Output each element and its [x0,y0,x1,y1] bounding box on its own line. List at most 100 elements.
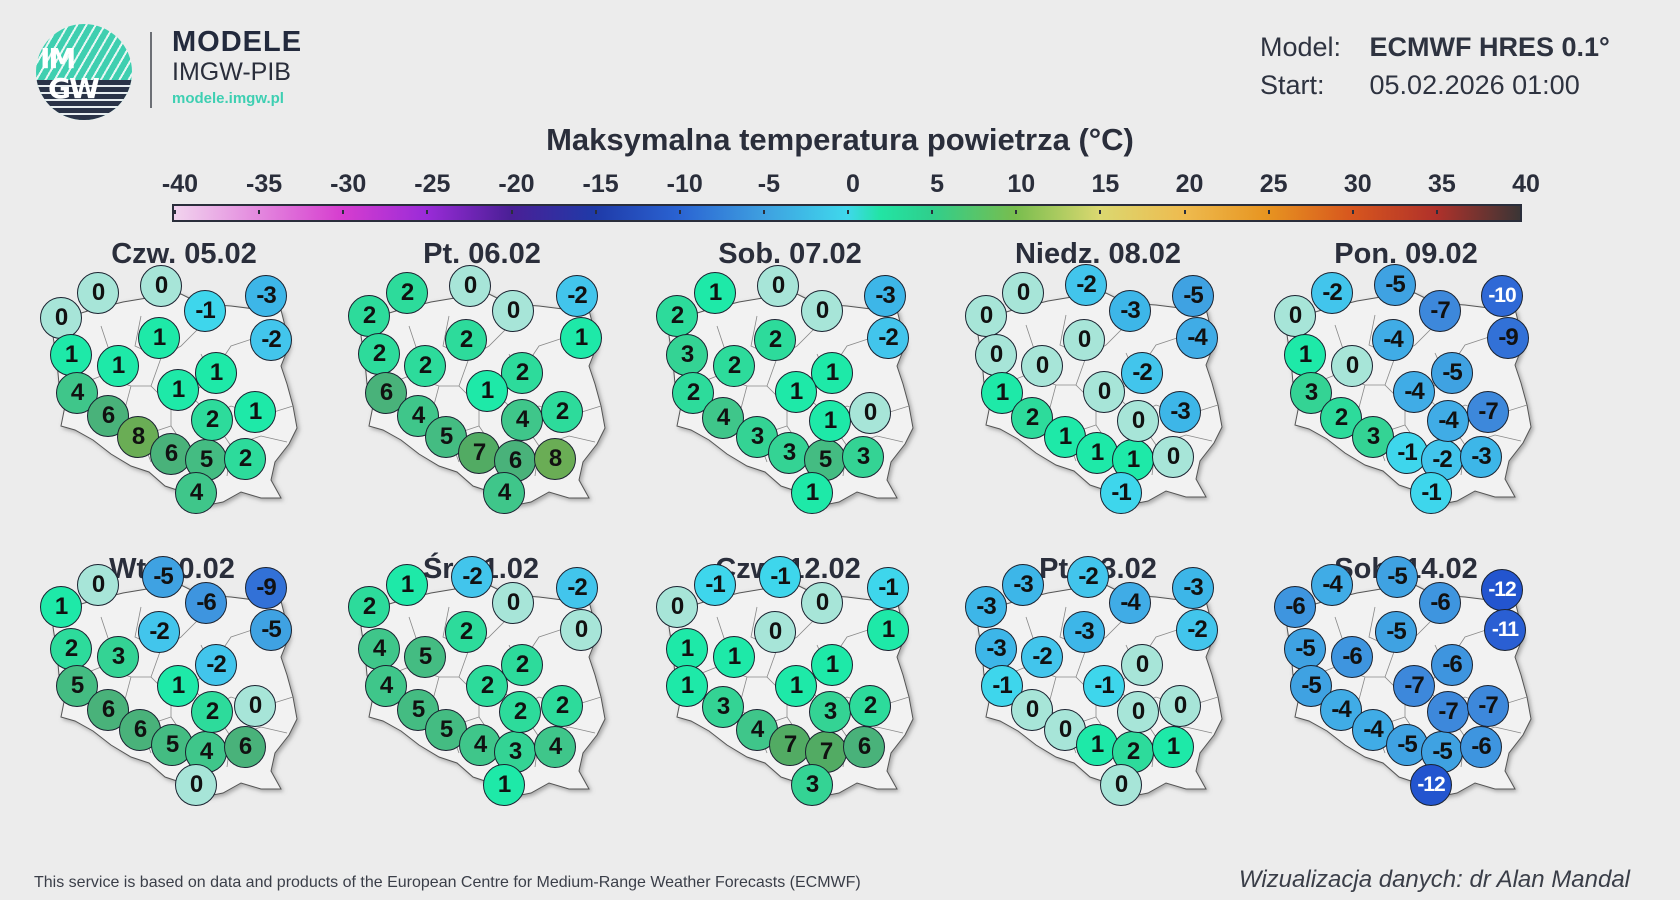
colorbar-tick-labels: -40 -35 -30 -25 -20 -15 -10 -5 0 5 10 15 20 25 30 35 40 [162,170,1540,200]
temperature-marker: -6 [185,582,227,624]
temperature-marker: -5 [1375,611,1417,653]
day-title: Czw. 05.02 [111,238,257,270]
brand-title: MODELE [172,26,303,58]
colorbar-tick-mark [1099,210,1102,214]
temperature-marker: 1 [811,352,853,394]
temperature-marker: 1 [1076,724,1118,766]
temperature-marker: -6 [1460,726,1502,768]
temperature-marker: -9 [1487,317,1529,359]
temperature-marker: -7 [1393,665,1435,707]
temperature-marker: 0 [1083,371,1125,413]
colorbar-tick-mark [1520,210,1522,214]
temperature-marker: 3 [666,334,708,376]
colorbar-tick: -10 [666,170,703,198]
temperature-marker: 0 [754,611,796,653]
temperature-marker: 0 [757,265,799,307]
colorbar-tick: 30 [1343,170,1372,198]
temperature-marker: -3 [1063,611,1105,653]
colorbar-tick-mark [931,210,934,214]
temperature-marker: -2 [1176,609,1218,651]
temperature-marker: -4 [1427,400,1469,442]
temperature-marker: 1 [811,644,853,686]
temperature-marker: 0 [175,764,217,806]
temperature-marker: 0 [1100,764,1142,806]
temperature-marker: -2 [138,611,180,653]
colorbar-tick: 10 [1007,170,1036,198]
temperature-marker: -3 [1002,564,1044,606]
colorbar-tick: 5 [930,170,945,198]
temperature-marker: 1 [791,472,833,514]
temperature-marker: 0 [1117,400,1159,442]
temperature-marker: 1 [666,628,708,670]
temperature-marker: 1 [386,564,428,606]
temperature-marker: -6 [1274,586,1316,628]
logo-text-top: IM [40,42,76,75]
temperature-marker: -2 [195,644,237,686]
temperature-marker: 2 [386,272,428,314]
temperature-marker: 4 [56,372,98,414]
temperature-marker: 6 [843,726,885,768]
temperature-marker: 3 [768,432,810,474]
colorbar-tick-mark [1435,210,1438,214]
temperature-marker: -4 [1176,317,1218,359]
temperature-marker: -2 [867,317,909,359]
start-info: Start: 05.02.2026 01:00 [1260,70,1580,101]
temperature-marker: -7 [1467,685,1509,727]
temperature-marker: 4 [501,399,543,441]
temperature-marker: -1 [694,564,736,606]
colorbar-tick: 20 [1175,170,1204,198]
temperature-marker: -5 [142,556,184,598]
temperature-marker: -11 [1484,609,1526,651]
temperature-marker: 2 [541,685,583,727]
visualization-credit: Wizualizacja danych: dr Alan Mandal [1238,866,1630,893]
temperature-marker: 2 [501,352,543,394]
temperature-marker: 2 [445,611,487,653]
temperature-colorbar [172,204,1522,222]
temperature-marker: 0 [40,297,82,339]
colorbar-tick: -5 [757,170,780,198]
temperature-marker: -1 [1100,472,1142,514]
colorbar-tick-mark [1267,210,1270,214]
temperature-marker: 1 [157,665,199,707]
temperature-marker: 2 [499,691,541,733]
temperature-marker: 7 [458,432,500,474]
temperature-marker: 2 [501,644,543,686]
temperature-marker: 0 [1331,345,1373,387]
temperature-marker: -1 [759,556,801,598]
logo-stripes [36,80,132,120]
temperature-marker: 0 [560,609,602,651]
temperature-marker: 2 [224,438,266,480]
temperature-marker: 6 [119,709,161,751]
temperature-marker: 2 [358,333,400,375]
temperature-marker: -3 [1109,290,1151,332]
colorbar-tick: -20 [498,170,535,198]
temperature-marker: -5 [1290,665,1332,707]
temperature-marker: 7 [769,724,811,766]
temperature-marker: 1 [234,391,276,433]
colorbar-tick-mark [678,210,681,214]
temperature-marker: -1 [867,567,909,609]
temperature-marker: -4 [1393,371,1435,413]
day-title: Pon. 09.02 [1334,238,1478,270]
temperature-marker: 0 [1117,691,1159,733]
temperature-marker: 1 [97,345,139,387]
temperature-marker: -3 [1172,567,1214,609]
temperature-marker: 5 [404,636,446,678]
temperature-marker: -7 [1419,290,1461,332]
temperature-marker: -2 [1065,264,1107,306]
temperature-marker: 6 [224,726,266,768]
colorbar-tick-mark [510,210,513,214]
colorbar-tick-mark [258,210,261,214]
temperature-marker: 2 [50,628,92,670]
brand-url-link[interactable]: modele.imgw.pl [172,90,284,107]
temperature-marker: 0 [77,272,119,314]
temperature-marker: 1 [195,352,237,394]
temperature-marker: 0 [1159,685,1201,727]
logo-text-bottom: GW [48,72,100,105]
imgw-logo: IM GW [36,24,132,120]
temperature-marker: 2 [191,691,233,733]
temperature-marker: -3 [864,275,906,317]
temperature-marker: 1 [775,371,817,413]
temperature-marker: -2 [250,319,292,361]
colorbar-tick-mark [342,210,345,214]
